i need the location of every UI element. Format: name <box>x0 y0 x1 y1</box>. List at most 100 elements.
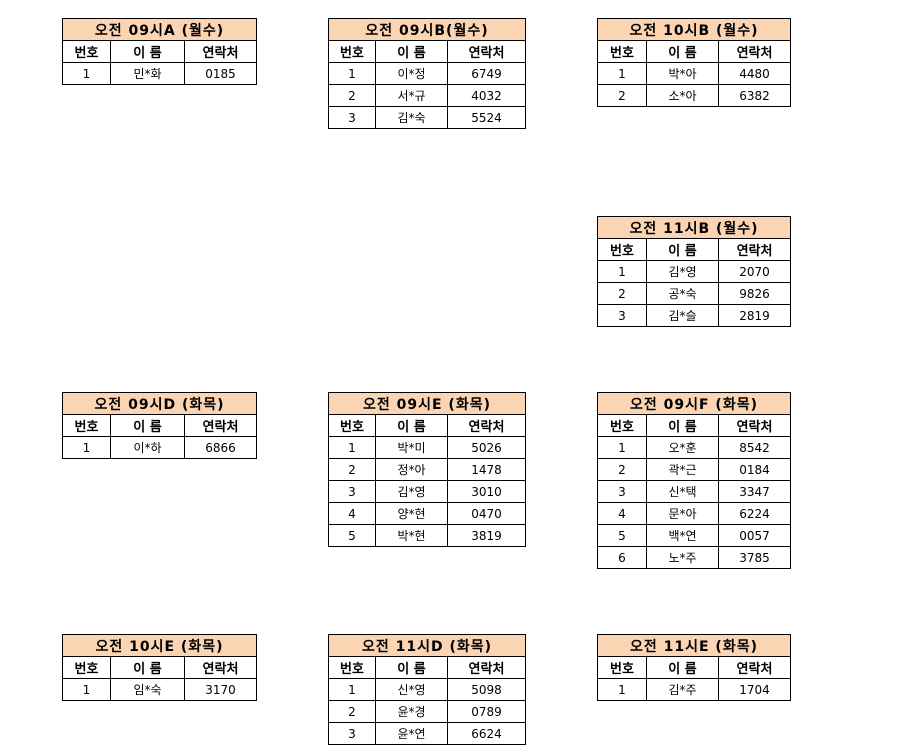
column-header: 연락처 <box>447 414 526 437</box>
class-table: 오전 09시A (월수) 번호 이 름 연락처 1 민*화 0185 <box>62 18 257 85</box>
cell: 5524 <box>446 106 527 129</box>
title-row: 오전 09시B(월수) <box>327 18 527 41</box>
cell: 1 <box>62 436 111 459</box>
data-row: 1 박*미 5026 <box>328 436 526 459</box>
cell: 정*아 <box>375 458 448 481</box>
cell: 3170 <box>184 678 257 701</box>
header-row: 번호 이 름 연락처 <box>328 40 527 63</box>
cell: 1 <box>328 62 376 85</box>
class-table: 오전 09시D (화목) 번호 이 름 연락처 1 이*하 6866 <box>62 392 257 459</box>
table-title: 오전 10시E (화목) <box>62 634 257 657</box>
data-row: 2 서*규 4032 <box>328 84 527 107</box>
header-row: 번호 이 름 연락처 <box>597 40 792 63</box>
data-row: 3 신*택 3347 <box>597 480 791 503</box>
cell: 0470 <box>447 502 526 525</box>
cell: 5098 <box>447 678 526 701</box>
cell: 4480 <box>717 62 792 85</box>
column-header: 번호 <box>328 40 376 63</box>
header-row: 번호 이 름 연락처 <box>597 238 792 261</box>
cell: 0057 <box>718 524 791 547</box>
cell: 0184 <box>718 458 791 481</box>
cell: 3 <box>328 722 376 745</box>
header-row: 번호 이 름 연락처 <box>328 414 526 437</box>
cell: 문*아 <box>646 502 719 525</box>
cell: 박*현 <box>375 524 448 547</box>
cell: 3 <box>597 304 647 327</box>
header-row: 번호 이 름 연락처 <box>62 40 257 63</box>
cell: 2 <box>328 700 376 723</box>
cell: 2 <box>328 458 376 481</box>
cell: 6866 <box>184 436 257 459</box>
class-table: 오전 10시E (화목) 번호 이 름 연락처 1 임*숙 3170 <box>62 634 257 701</box>
title-row: 오전 10시B (월수) <box>596 18 792 41</box>
cell: 4 <box>597 502 647 525</box>
data-row: 2 윤*경 0789 <box>328 700 526 723</box>
cell: 윤*경 <box>375 700 448 723</box>
cell: 0185 <box>184 62 257 85</box>
title-row: 오전 09시D (화목) <box>62 392 257 415</box>
title-row: 오전 11시E (화목) <box>597 634 791 657</box>
data-row: 1 이*하 6866 <box>62 436 257 459</box>
table-title: 오전 10시B (월수) <box>596 18 792 41</box>
title-row: 오전 09시A (월수) <box>62 18 257 41</box>
title-row: 오전 10시E (화목) <box>62 634 257 657</box>
table-title: 오전 11시D (화목) <box>328 634 526 657</box>
data-row: 4 문*아 6224 <box>597 502 791 525</box>
cell: 6624 <box>447 722 526 745</box>
column-header: 이 름 <box>646 656 719 679</box>
cell: 2 <box>597 84 647 107</box>
column-header: 연락처 <box>446 40 527 63</box>
column-header: 연락처 <box>718 414 791 437</box>
cell: 3819 <box>447 524 526 547</box>
cell: 9826 <box>717 282 792 305</box>
cell: 김*영 <box>375 480 448 503</box>
cell: 1 <box>328 436 376 459</box>
cell: 3 <box>328 106 376 129</box>
cell: 1 <box>62 678 111 701</box>
column-header: 번호 <box>62 414 111 437</box>
column-header: 번호 <box>328 414 376 437</box>
cell: 2819 <box>717 304 792 327</box>
cell: 신*택 <box>646 480 719 503</box>
column-header: 번호 <box>62 656 111 679</box>
cell: 1 <box>597 436 647 459</box>
cell: 1 <box>597 678 647 701</box>
title-row: 오전 09시F (화목) <box>597 392 791 415</box>
cell: 공*숙 <box>646 282 719 305</box>
data-row: 1 신*영 5098 <box>328 678 526 701</box>
cell: 3785 <box>718 546 791 569</box>
header-row: 번호 이 름 연락처 <box>328 656 526 679</box>
cell: 김*숙 <box>375 106 448 129</box>
cell: 6749 <box>446 62 527 85</box>
cell: 1478 <box>447 458 526 481</box>
cell: 5 <box>597 524 647 547</box>
cell: 노*주 <box>646 546 719 569</box>
cell: 3010 <box>447 480 526 503</box>
column-header: 이 름 <box>110 656 185 679</box>
class-table: 오전 11시D (화목) 번호 이 름 연락처 1 신*영 5098 2 윤*경 0789 3 윤*연… <box>328 634 526 745</box>
table-title: 오전 09시E (화목) <box>328 392 526 415</box>
cell: 1 <box>328 678 376 701</box>
data-row: 2 소*아 6382 <box>597 84 792 107</box>
cell: 신*영 <box>375 678 448 701</box>
title-row: 오전 11시D (화목) <box>328 634 526 657</box>
table-title: 오전 09시F (화목) <box>597 392 791 415</box>
cell: 3347 <box>718 480 791 503</box>
data-row: 3 김*슬 2819 <box>597 304 792 327</box>
data-row: 5 박*현 3819 <box>328 524 526 547</box>
data-row: 2 공*숙 9826 <box>597 282 792 305</box>
column-header: 연락처 <box>184 40 257 63</box>
data-row: 3 김*숙 5524 <box>328 106 527 129</box>
cell: 김*영 <box>646 260 719 283</box>
column-header: 번호 <box>597 238 647 261</box>
title-row: 오전 11시B (월수) <box>596 216 792 239</box>
cell: 박*아 <box>646 62 719 85</box>
cell: 서*규 <box>375 84 448 107</box>
cell: 이*하 <box>110 436 185 459</box>
column-header: 이 름 <box>646 414 719 437</box>
cell: 0789 <box>447 700 526 723</box>
column-header: 이 름 <box>375 414 448 437</box>
class-table: 오전 09시F (화목) 번호 이 름 연락처 1 오*훈 8542 2 곽*근 0184 3 신*택… <box>597 392 791 569</box>
cell: 1 <box>62 62 111 85</box>
